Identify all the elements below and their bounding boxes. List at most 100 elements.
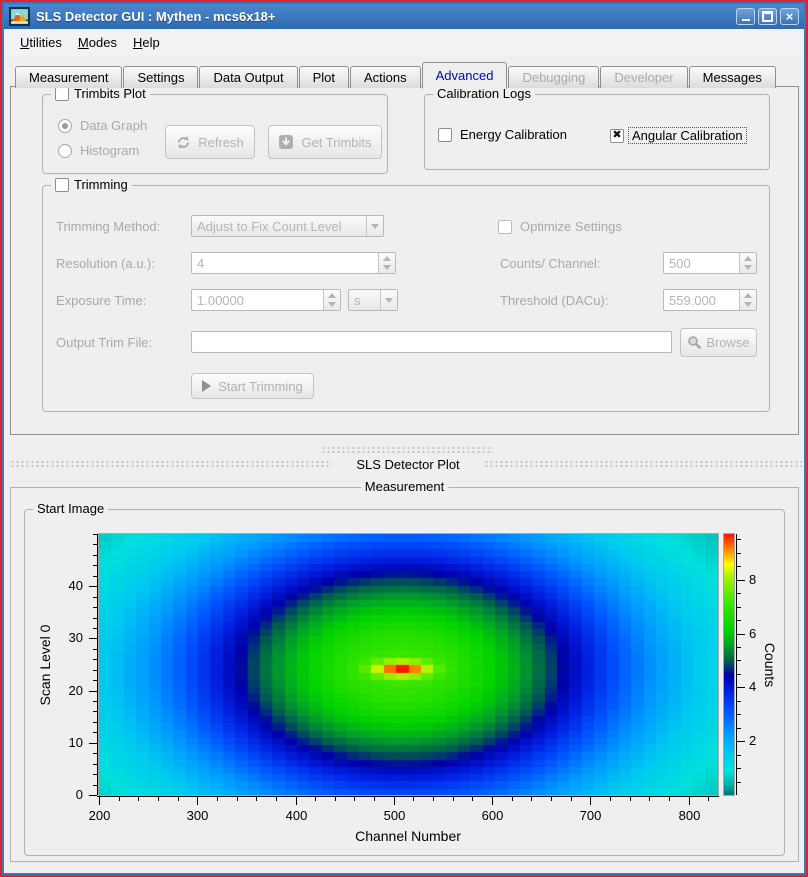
y-axis-minor-tick [93, 534, 97, 535]
x-axis-tick [99, 797, 100, 805]
x-axis-minor-tick [571, 797, 572, 801]
close-button[interactable]: × [780, 8, 799, 25]
y-axis-minor-tick [93, 670, 97, 671]
energy-calibration-checkbox[interactable]: Energy Calibration [438, 127, 567, 142]
trimming-method-combo[interactable]: Adjust to Fix Count Level [191, 215, 384, 237]
refresh-icon [178, 135, 190, 149]
y-axis-minor-tick [93, 764, 97, 765]
dock-title-texture-right [484, 460, 802, 468]
browse-button[interactable]: Browse [680, 328, 757, 357]
spin-arrows-icon[interactable] [323, 290, 340, 310]
colorbar-tick-label: 2 [749, 733, 757, 748]
threshold-spinbox[interactable]: 559.000 [663, 289, 757, 311]
maximize-button[interactable] [758, 8, 777, 25]
angular-calibration-checkbox[interactable]: Angular Calibration [610, 127, 747, 144]
y-axis-minor-tick [93, 576, 97, 577]
radio-data-graph[interactable]: Data Graph [58, 118, 147, 133]
x-axis-line [97, 796, 719, 797]
play-icon [202, 380, 212, 392]
spin-arrows-icon[interactable] [378, 253, 395, 273]
heatmap-canvas[interactable] [98, 533, 719, 796]
y-axis-minor-tick [93, 544, 97, 545]
colorbar-minor-tick [737, 593, 741, 594]
y-axis-minor-tick [93, 659, 97, 660]
plot-dock-title[interactable]: SLS Detector Plot [356, 457, 460, 472]
x-axis-tick-label: 200 [88, 808, 111, 823]
x-axis-tick-label: 600 [481, 808, 504, 823]
optimize-settings-checkbox[interactable]: Optimize Settings [498, 219, 622, 234]
x-axis-tick [197, 797, 198, 805]
y-axis-minor-tick [93, 774, 97, 775]
y-axis-tick-label: 20 [68, 683, 83, 698]
y-axis-minor-tick [93, 618, 97, 619]
colorbar-minor-tick [737, 553, 741, 554]
window-title: SLS Detector GUI : Mythen - mcs6x18+ [36, 9, 276, 24]
y-axis-minor-tick [93, 701, 97, 702]
x-axis-minor-tick [374, 797, 375, 801]
y-axis-tick-label: 30 [68, 630, 83, 645]
dock-handle[interactable] [321, 446, 493, 454]
tab-settings[interactable]: Settings [123, 66, 199, 88]
start-trimming-button[interactable]: Start Trimming [191, 373, 314, 399]
x-axis-minor-tick [630, 797, 631, 801]
menu-item-modes[interactable]: Modes [77, 35, 117, 50]
y-axis-minor-tick [93, 680, 97, 681]
app-icon [9, 7, 30, 26]
exposure-time-spinbox[interactable]: 1.00000 [191, 289, 341, 311]
threshold-label: Threshold (DACu): [500, 293, 609, 308]
x-axis-minor-tick [354, 797, 355, 801]
trimming-checkbox[interactable] [55, 177, 69, 192]
spin-arrows-icon[interactable] [739, 253, 756, 273]
tab-developer[interactable]: Developer [600, 66, 688, 88]
radio-histogram[interactable]: Histogram [58, 143, 139, 158]
x-axis-minor-tick [551, 797, 552, 801]
x-axis-tick-label: 700 [579, 808, 602, 823]
trimming-title: Trimming [74, 177, 128, 192]
minimize-button[interactable] [736, 8, 755, 25]
x-axis-tick [296, 797, 297, 805]
colorbar-tick [737, 634, 745, 635]
tab-plot[interactable]: Plot [298, 66, 349, 88]
counts-channel-spinbox[interactable]: 500 [663, 252, 757, 274]
trimbits-plot-title: Trimbits Plot [74, 86, 146, 101]
output-trim-file-input[interactable] [191, 331, 672, 353]
resolution-spinbox[interactable]: 4 [191, 252, 396, 274]
y-axis-minor-tick [93, 607, 97, 608]
tab-advanced[interactable]: Advanced [421, 62, 508, 89]
y-axis-line [97, 534, 98, 795]
tab-messages[interactable]: Messages [688, 66, 776, 88]
trimbits-plot-checkbox[interactable] [55, 86, 69, 101]
x-axis-minor-tick [119, 797, 120, 801]
x-axis-tick [590, 797, 591, 805]
y-axis-tick [89, 691, 97, 692]
menu-item-help[interactable]: Help [132, 35, 160, 50]
resolution-label: Resolution (a.u.): [56, 256, 155, 271]
x-axis-minor-tick [217, 797, 218, 801]
measurement-title: Measurement [364, 479, 445, 494]
tab-data-output[interactable]: Data Output [199, 66, 298, 88]
angular-calibration-box [610, 128, 624, 143]
colorbar-minor-tick [737, 755, 741, 756]
x-axis-minor-tick [531, 797, 532, 801]
titlebar[interactable]: SLS Detector GUI : Mythen - mcs6x18+ × [4, 4, 804, 29]
y-axis-minor-tick [93, 628, 97, 629]
exposure-unit-combo[interactable]: s [348, 289, 398, 311]
energy-calibration-box [438, 127, 452, 142]
start-image-title: Start Image [37, 501, 105, 516]
data-graph-radio-icon [58, 118, 72, 133]
tab-debugging[interactable]: Debugging [508, 66, 600, 88]
tab-actions[interactable]: Actions [349, 66, 421, 88]
y-axis-tick [89, 638, 97, 639]
get-trimbits-button[interactable]: Get Trimbits [268, 125, 382, 159]
refresh-button[interactable]: Refresh [165, 125, 255, 159]
menu-item-utilities[interactable]: Utilities [20, 35, 62, 50]
histogram-radio-icon [58, 143, 72, 158]
tab-bar: Measurement Settings Data Output Plot Action… [15, 62, 777, 89]
y-axis-tick-label: 40 [68, 578, 83, 593]
tab-measurement[interactable]: Measurement [15, 66, 123, 88]
x-axis-tick [394, 797, 395, 805]
colorbar-tick-label: 8 [749, 572, 757, 587]
y-axis-tick [89, 743, 97, 744]
spin-arrows-icon[interactable] [739, 290, 756, 310]
